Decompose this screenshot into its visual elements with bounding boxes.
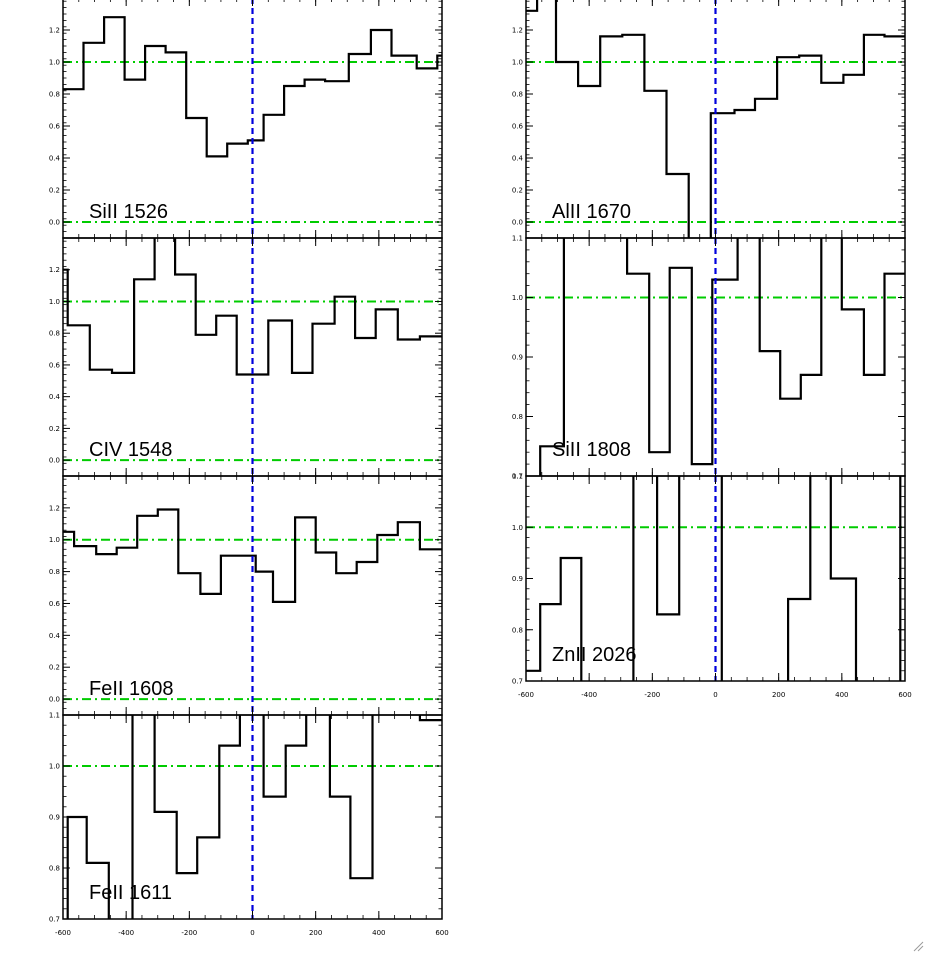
ion-label: ZnII 2026 <box>552 644 637 666</box>
ion-label: FeII 1611 <box>89 882 172 904</box>
panel-siii-1808: 0.7 0.8 0.9 1.0 1.1 SiII 1808 <box>512 235 906 481</box>
y-tick-label: 0.4 <box>49 632 61 640</box>
y-tick-label: 1.0 <box>49 536 60 544</box>
y-tick-label: 0.8 <box>49 568 60 576</box>
y-tick-label: 0.4 <box>512 155 524 163</box>
y-tick-label: 1.0 <box>49 298 60 306</box>
flux-step-series <box>539 238 905 476</box>
y-tick-label: 1.0 <box>512 294 523 302</box>
y-tick-label: 0.4 <box>49 155 61 163</box>
flux-step-series <box>526 0 905 238</box>
y-tick-label: 1.1 <box>49 712 60 720</box>
y-tick-label: 0.8 <box>512 413 523 421</box>
flux-step-series <box>63 238 442 376</box>
y-tick-label: 0.7 <box>49 916 60 924</box>
x-tick-label: 0 <box>250 929 254 937</box>
x-tick-label: 200 <box>309 929 322 937</box>
y-tick-label: 0.2 <box>49 425 60 433</box>
y-tick-label: 1.2 <box>49 504 60 512</box>
panel-siii-1526: 0.0 0.2 0.4 0.6 0.8 1.0 1.2 SiII 1526 <box>49 0 443 239</box>
y-tick-label: 0.6 <box>49 600 61 608</box>
y-tick-label: 0.6 <box>512 123 524 131</box>
flux-step-series <box>63 16 442 158</box>
y-tick-label: 1.0 <box>49 59 60 67</box>
ion-label: SiII 1526 <box>89 201 168 223</box>
y-tick-label: 0.9 <box>512 354 523 362</box>
x-tick-label: -200 <box>644 691 660 699</box>
panel-feii-1608: 0.0 0.2 0.4 0.6 0.8 1.0 1.2 FeII 1608 <box>49 475 443 716</box>
y-tick-label: 1.2 <box>512 27 523 35</box>
panel-alii-1670: 0.0 0.2 0.4 0.6 0.8 1.0 1.2 AlII 1670 <box>512 0 906 239</box>
x-tick-label: 600 <box>898 691 911 699</box>
panel-civ-1548: 0.0 0.2 0.4 0.6 0.8 1.0 1.2 CIV 1548 <box>49 237 443 477</box>
ion-label: AlII 1670 <box>552 201 631 223</box>
y-tick-label: 0.9 <box>49 814 60 822</box>
panel-feii-1611: 0.7 0.8 0.9 1.0 1.1 -600 -400 -200 0 200 400 600 FeI… <box>49 712 449 938</box>
ion-label: CIV 1548 <box>89 439 172 461</box>
x-tick-label: -200 <box>181 929 197 937</box>
x-tick-label: -600 <box>55 929 71 937</box>
y-tick-label: 1.2 <box>49 27 60 35</box>
y-tick-label: 0.4 <box>49 393 61 401</box>
x-tick-label: 400 <box>835 691 848 699</box>
x-tick-label: 200 <box>772 691 785 699</box>
ion-label: FeII 1608 <box>89 678 174 700</box>
y-tick-label: 0.7 <box>512 678 523 686</box>
y-tick-label: 0.9 <box>512 575 523 583</box>
panel-znii-2026: 0.7 0.8 0.9 1.0 1.1 -600 -400 -200 0 200 400 600 ZnI… <box>512 473 912 700</box>
y-tick-label: 0.6 <box>49 361 61 369</box>
y-tick-label: 0.8 <box>512 626 523 634</box>
x-tick-label: -400 <box>581 691 597 699</box>
y-tick-label: 0.0 <box>49 219 60 227</box>
flux-step-series <box>526 476 902 681</box>
y-tick-label: 0.8 <box>49 91 60 99</box>
y-tick-label: 0.0 <box>49 457 60 465</box>
y-tick-label: 0.8 <box>49 330 60 338</box>
flux-step-series <box>63 508 442 603</box>
ion-label: SiII 1808 <box>552 439 631 461</box>
y-tick-label: 0.8 <box>49 865 60 873</box>
y-tick-label: 0.2 <box>512 187 523 195</box>
x-tick-label: 600 <box>435 929 448 937</box>
y-tick-label: 0.8 <box>512 91 523 99</box>
y-tick-label: 1.0 <box>49 763 60 771</box>
y-tick-label: 1.0 <box>512 59 523 67</box>
y-tick-label: 0.2 <box>49 187 60 195</box>
y-tick-label: 0.7 <box>512 473 523 481</box>
x-tick-label: 0 <box>713 691 717 699</box>
y-tick-label: 0.2 <box>49 664 60 672</box>
y-tick-label: 1.1 <box>512 235 523 243</box>
x-tick-label: 400 <box>372 929 385 937</box>
x-tick-label: -400 <box>118 929 134 937</box>
y-tick-label: 0.0 <box>512 219 523 227</box>
y-tick-label: 0.6 <box>49 123 61 131</box>
y-tick-label: 0.0 <box>49 696 60 704</box>
y-tick-label: 1.2 <box>49 266 60 274</box>
resize-grip-icon[interactable] <box>912 940 924 952</box>
x-tick-label: -600 <box>518 691 534 699</box>
y-tick-label: 1.0 <box>512 524 523 532</box>
y-tick-label: 1.1 <box>512 473 523 481</box>
